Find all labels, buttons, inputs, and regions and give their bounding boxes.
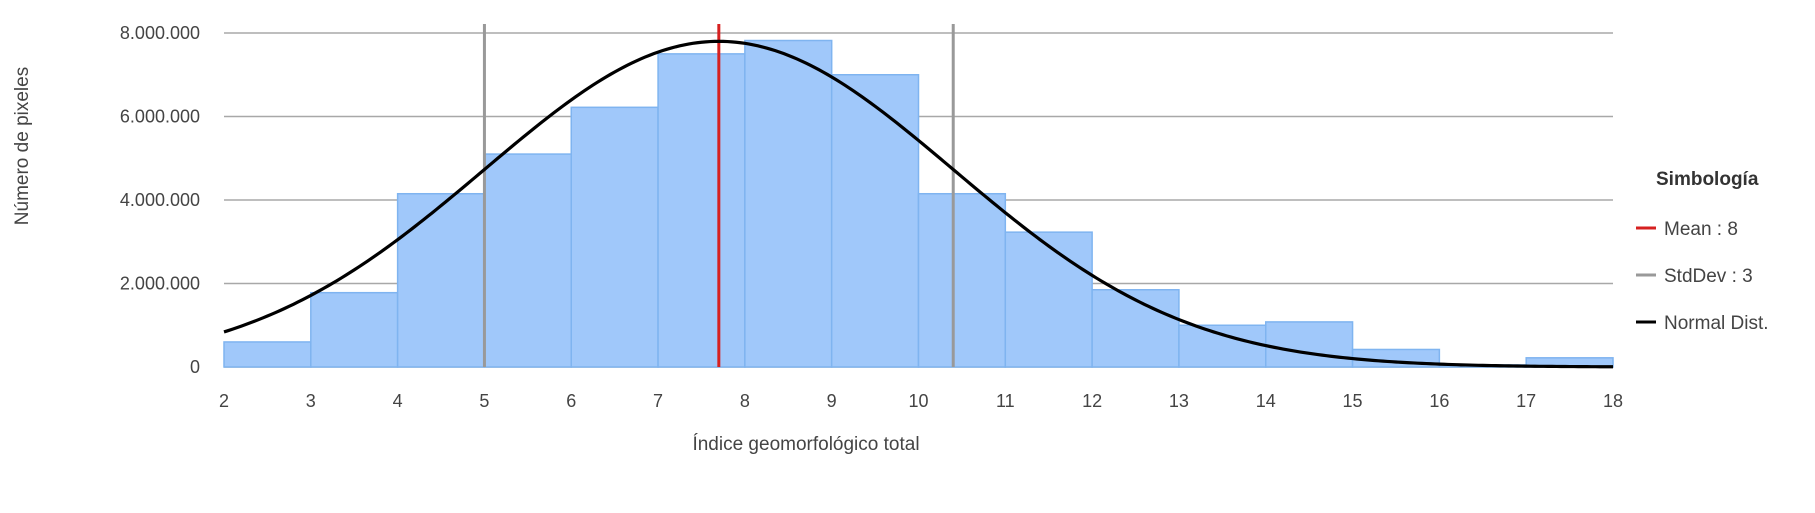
histogram-bar (223, 341, 312, 368)
histogram-bar (396, 192, 486, 368)
histogram-bar (917, 192, 1007, 368)
x-tick-label: 2 (219, 391, 229, 411)
x-tick-label: 7 (653, 391, 663, 411)
x-tick-label: 12 (1082, 391, 1102, 411)
x-tick-label: 14 (1256, 391, 1276, 411)
legend-label: StdDev : 3 (1664, 266, 1753, 287)
x-tick-label: 5 (479, 391, 489, 411)
legend-item: Normal Dist. (1636, 313, 1769, 334)
y-tick-labels: 0 2.000.000 4.000.000 6.000.000 8.000.000 (120, 23, 200, 377)
histogram-bar (1265, 321, 1354, 368)
x-tick-label: 10 (908, 391, 928, 411)
legend-label: Mean : 8 (1664, 219, 1738, 240)
y-tick-label: 2.000.000 (120, 274, 200, 294)
x-tick-label: 16 (1429, 391, 1449, 411)
x-tick-label: 9 (827, 391, 837, 411)
histogram-bar (1091, 289, 1180, 368)
x-tick-label: 17 (1516, 391, 1536, 411)
x-tick-labels: 2 3 4 5 6 7 8 9 10 11 12 13 14 15 16 17 18 (219, 391, 1623, 411)
y-tick-label: 6.000.000 (120, 107, 200, 127)
histogram-bar (744, 39, 833, 368)
x-tick-label: 15 (1343, 391, 1363, 411)
x-tick-label: 11 (996, 391, 1015, 411)
normal-distribution-curve (223, 39, 1614, 369)
x-tick-label: 4 (393, 391, 403, 411)
histogram-bar (1004, 231, 1093, 368)
y-tick-label: 0 (190, 357, 200, 377)
y-axis-title: Número de pixeles (12, 67, 33, 225)
histogram-bars (223, 39, 1614, 368)
x-tick-label: 13 (1169, 391, 1189, 411)
legend: Simbología Mean : 8 StdDev : 3 Normal Dist… (1636, 169, 1769, 334)
legend-item: Mean : 8 (1636, 219, 1738, 240)
y-tick-label: 8.000.000 (120, 23, 200, 43)
histogram-bar (657, 53, 746, 368)
y-tick-label: 4.000.000 (120, 190, 200, 210)
x-axis-title: Índice geomorfológico total (692, 434, 919, 455)
x-tick-label: 6 (566, 391, 576, 411)
legend-label: Normal Dist. (1664, 313, 1769, 334)
histogram-bar (570, 106, 659, 368)
legend-title: Simbología (1656, 169, 1759, 190)
legend-item: StdDev : 3 (1636, 266, 1753, 287)
x-tick-label: 18 (1603, 391, 1623, 411)
normal-curve-group (223, 39, 1614, 369)
x-tick-label: 3 (306, 391, 316, 411)
histogram-bar (483, 153, 572, 368)
histogram-bar (1178, 324, 1267, 368)
histogram-bar (310, 291, 399, 368)
stddev-lines (482, 24, 955, 367)
histogram-bar (830, 74, 920, 368)
x-tick-label: 8 (740, 391, 750, 411)
